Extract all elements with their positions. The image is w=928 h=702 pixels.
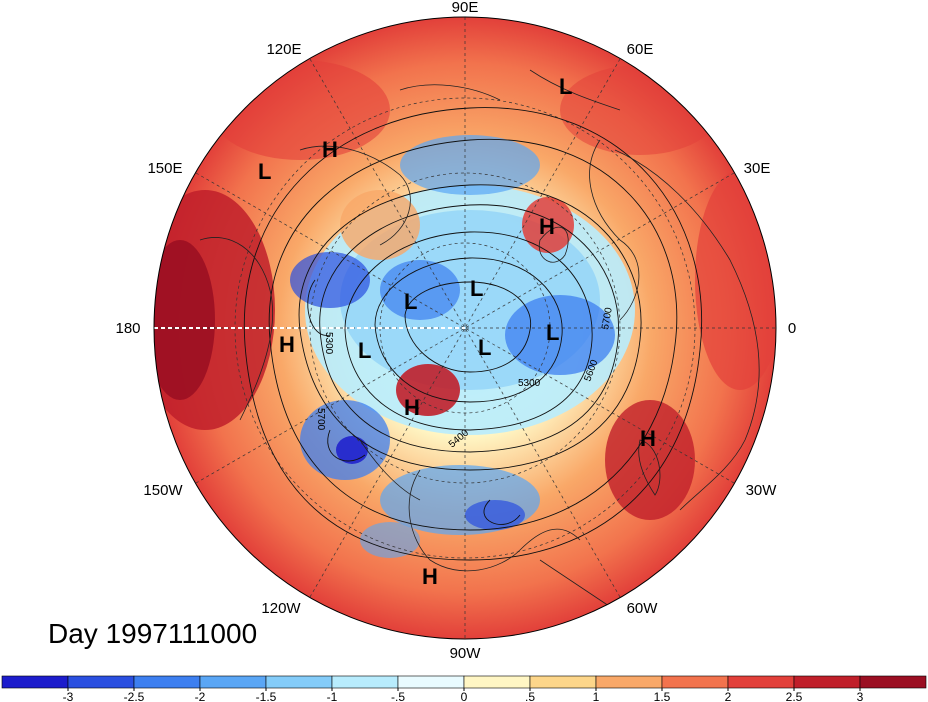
warm-anomaly-atlantic xyxy=(605,400,695,520)
lon-label-0: 0 xyxy=(788,320,796,337)
longitude-labels: 90E 120E 60E 150E 30E 180 0 150W 30W 120… xyxy=(115,0,796,662)
map-border xyxy=(153,16,777,640)
lon-label-30w: 30W xyxy=(746,482,778,499)
colorbar-tick-label: 1.5 xyxy=(654,690,671,702)
low-center-marker: L xyxy=(546,320,559,345)
colorbar-swatch xyxy=(67,675,135,689)
colorbar-tick-label: 1 xyxy=(593,690,600,702)
colorbar-swatch xyxy=(1,675,69,689)
map-disk xyxy=(154,17,776,639)
low-center-marker: L xyxy=(404,289,417,314)
lon-label-150e: 150E xyxy=(147,160,182,177)
warm-anomaly-canada xyxy=(396,364,460,416)
colorbar-swatch xyxy=(265,675,333,689)
colorbar-tick-label: 2 xyxy=(725,690,732,702)
contour-label: 5300 xyxy=(518,378,541,389)
pressure-centers: L H L H L L H L L L H H H xyxy=(258,74,656,589)
colorbar-tick-label: 0 xyxy=(461,690,468,702)
lon-label-90e: 90E xyxy=(452,0,479,16)
lon-label-120w: 120W xyxy=(261,600,301,617)
colorbar-swatch xyxy=(133,675,201,689)
low-center-marker: L xyxy=(470,276,483,301)
colorbar-swatch xyxy=(661,675,729,689)
colorbar-swatch xyxy=(595,675,663,689)
colorbar-tick-label: -2 xyxy=(195,690,206,702)
lon-label-30e: 30E xyxy=(744,160,771,177)
lon-label-90w: 90W xyxy=(450,645,482,662)
low-center-marker: L xyxy=(358,338,371,363)
high-center-marker: H xyxy=(422,564,438,589)
colorbar-tick-label: .5 xyxy=(525,690,535,702)
colorbar-swatch xyxy=(727,675,795,689)
height-contours xyxy=(243,107,702,561)
high-center-marker: H xyxy=(640,426,656,451)
high-center-marker: H xyxy=(322,137,338,162)
lon-label-120e: 120E xyxy=(266,41,301,58)
colorbar-swatch xyxy=(199,675,267,689)
lon-label-150w: 150W xyxy=(143,482,183,499)
high-center-marker: H xyxy=(539,214,555,239)
lon-label-60e: 60E xyxy=(627,41,654,58)
colorbar-swatch xyxy=(331,675,399,689)
colorbar-tick-label: -1.5 xyxy=(256,690,277,702)
colorbar-swatch xyxy=(793,675,861,689)
low-center-marker: L xyxy=(559,74,572,99)
colorbar-tick-label: -3 xyxy=(63,690,74,702)
high-center-marker: H xyxy=(279,332,295,357)
colorbar-tick-label: 3 xyxy=(857,690,864,702)
contour-label: 5700 xyxy=(315,408,326,431)
colorbar-swatch xyxy=(859,675,927,689)
meridians xyxy=(154,17,776,639)
colorbar-tick-label: -2.5 xyxy=(124,690,145,702)
low-center-marker: L xyxy=(258,159,271,184)
colorbar-tick-label: 2.5 xyxy=(786,690,803,702)
high-center-marker: H xyxy=(404,395,420,420)
colorbar-swatch xyxy=(463,675,531,689)
contour-label: 5700 xyxy=(600,306,615,330)
colorbar-tick-label: -1 xyxy=(327,690,338,702)
lon-label-180: 180 xyxy=(115,320,140,337)
colorbar-tick-label: -.5 xyxy=(391,690,405,702)
low-center-marker: L xyxy=(478,335,491,360)
colorbar: -3 -2.5 -2 -1.5 -1 -.5 0 .5 1 1.5 2 2.5 3 xyxy=(1,675,927,702)
lon-label-60w: 60W xyxy=(627,600,659,617)
contour-label: 5300 xyxy=(323,332,334,355)
date-label: Day 1997111000 xyxy=(48,618,258,649)
colorbar-swatch xyxy=(529,675,597,689)
colorbar-swatch xyxy=(397,675,465,689)
